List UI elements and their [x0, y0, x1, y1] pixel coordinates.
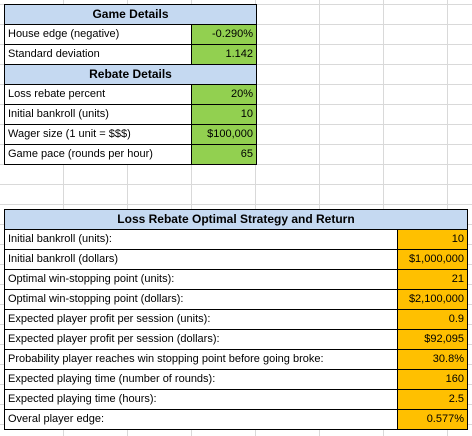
initial-bankroll-label[interactable]: Initial bankroll (units) — [4, 104, 192, 125]
row-value[interactable]: 0.577% — [397, 409, 468, 430]
table-row: Expected playing time (number of rounds)… — [4, 369, 468, 390]
row-value[interactable]: $1,000,000 — [397, 249, 468, 270]
row-value[interactable]: 2.5 — [397, 389, 468, 410]
row-value[interactable]: 160 — [397, 369, 468, 390]
row-value[interactable]: 30.8% — [397, 349, 468, 370]
strategy-header[interactable]: Loss Rebate Optimal Strategy and Return — [4, 209, 468, 230]
table-row: Game pace (rounds per hour) 65 — [4, 144, 257, 165]
inputs-table: Game Details House edge (negative) -0.29… — [4, 4, 257, 165]
row-label[interactable]: Optimal win-stopping point (units): — [4, 269, 398, 290]
row-label[interactable]: Probability player reaches win stopping … — [4, 349, 398, 370]
std-dev-label[interactable]: Standard deviation — [4, 44, 192, 65]
row-value[interactable]: 10 — [397, 229, 468, 250]
table-row: Initial bankroll (dollars) $1,000,000 — [4, 249, 468, 270]
strategy-table: Loss Rebate Optimal Strategy and Return … — [4, 209, 468, 430]
table-row: Wager size (1 unit = $$$) $100,000 — [4, 124, 257, 145]
row-label[interactable]: Initial bankroll (units): — [4, 229, 398, 250]
rebate-details-header[interactable]: Rebate Details — [4, 64, 257, 85]
row-value[interactable]: $92,095 — [397, 329, 468, 350]
row-value[interactable]: $2,100,000 — [397, 289, 468, 310]
house-edge-label[interactable]: House edge (negative) — [4, 24, 192, 45]
row-value[interactable]: 21 — [397, 269, 468, 290]
wager-size-cell[interactable]: $100,000 — [191, 124, 257, 145]
table-row: Expected playing time (hours): 2.5 — [4, 389, 468, 410]
initial-bankroll-cell[interactable]: 10 — [191, 104, 257, 125]
game-pace-label[interactable]: Game pace (rounds per hour) — [4, 144, 192, 165]
table-row: Loss rebate percent 20% — [4, 84, 257, 105]
table-row: Optimal win-stopping point (dollars): $2,… — [4, 289, 468, 310]
row-label[interactable]: Initial bankroll (dollars) — [4, 249, 398, 270]
house-edge-cell[interactable]: -0.290% — [191, 24, 257, 45]
table-row: Initial bankroll (units): 10 — [4, 229, 468, 250]
game-details-header[interactable]: Game Details — [4, 4, 257, 25]
loss-rebate-cell[interactable]: 20% — [191, 84, 257, 105]
table-row: Overal player edge: 0.577% — [4, 409, 468, 430]
game-pace-cell[interactable]: 65 — [191, 144, 257, 165]
row-label[interactable]: Expected playing time (number of rounds)… — [4, 369, 398, 390]
std-dev-cell[interactable]: 1.142 — [191, 44, 257, 65]
wager-size-label[interactable]: Wager size (1 unit = $$$) — [4, 124, 192, 145]
table-row: Probability player reaches win stopping … — [4, 349, 468, 370]
row-label[interactable]: Overal player edge: — [4, 409, 398, 430]
row-label[interactable]: Expected player profit per session (doll… — [4, 329, 398, 350]
table-row: Expected player profit per session (unit… — [4, 309, 468, 330]
table-row: House edge (negative) -0.290% — [4, 24, 257, 45]
row-label[interactable]: Expected player profit per session (unit… — [4, 309, 398, 330]
row-label[interactable]: Expected playing time (hours): — [4, 389, 398, 410]
row-value[interactable]: 0.9 — [397, 309, 468, 330]
row-label[interactable]: Optimal win-stopping point (dollars): — [4, 289, 398, 310]
table-row: Expected player profit per session (doll… — [4, 329, 468, 350]
loss-rebate-label[interactable]: Loss rebate percent — [4, 84, 192, 105]
table-row: Optimal win-stopping point (units): 21 — [4, 269, 468, 290]
table-row: Initial bankroll (units) 10 — [4, 104, 257, 125]
table-row: Standard deviation 1.142 — [4, 44, 257, 65]
